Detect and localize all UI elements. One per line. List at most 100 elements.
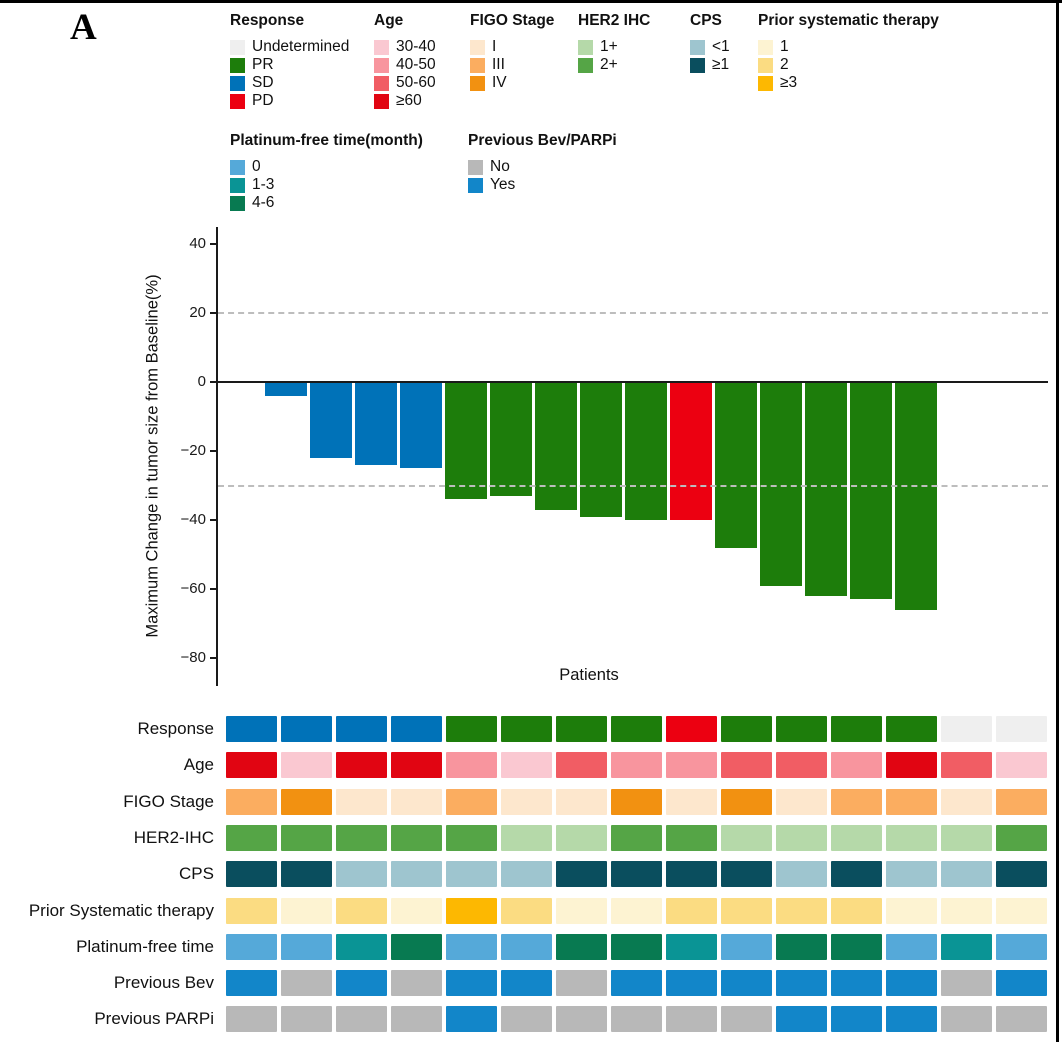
legend-title: Prior systematic therapy (758, 12, 939, 29)
reference-line (218, 312, 1048, 314)
legend-swatch-yes_blue (468, 177, 483, 193)
heatmap-cell (281, 716, 332, 742)
heatmap-cell (556, 825, 607, 851)
legend-swatch-prior_ge3 (758, 75, 773, 91)
heatmap-cell (556, 716, 607, 742)
heatmap-cell (776, 898, 827, 924)
heatmap-cell (996, 789, 1047, 815)
legend-item-label: 2+ (600, 56, 618, 73)
legend-item-label: 40-50 (396, 56, 436, 73)
legend-swatch-plat_4_6 (230, 195, 245, 211)
heatmap-cell (446, 752, 497, 778)
waterfall-bar (850, 382, 892, 600)
legend-swatch-figo_iii (470, 57, 485, 73)
heatmap-cell (611, 1006, 662, 1032)
legend-swatch-age_40_50 (374, 57, 389, 73)
heatmap-cell (501, 716, 552, 742)
legend-item: <1 (690, 38, 730, 56)
legend-swatch-prior_2 (758, 57, 773, 73)
legend-swatch-her2_2plus (578, 57, 593, 73)
heatmap-cell (391, 789, 442, 815)
legend-item: ≥1 (690, 56, 730, 74)
heatmap-cell (941, 752, 992, 778)
heatmap-cell (446, 898, 497, 924)
heatmap-cell (996, 825, 1047, 851)
heatmap-cell (941, 789, 992, 815)
legend-group: Previous Bev/PARPi No Yes (468, 132, 617, 194)
legend-group: Prior systematic therapy 1 2 ≥3 (758, 12, 939, 92)
heatmap-cell (666, 752, 717, 778)
y-tick (210, 450, 217, 452)
legend-item: I (470, 38, 554, 56)
heatmap-cell (776, 970, 827, 996)
legend-item-label: <1 (712, 38, 730, 55)
heatmap-cell (996, 752, 1047, 778)
legend-item-label: I (492, 38, 497, 55)
legend-title: CPS (690, 12, 722, 29)
legend-item: 30-40 (374, 38, 436, 56)
heatmap-cell (446, 716, 497, 742)
waterfall-bar (490, 382, 532, 496)
heatmap-cell (776, 861, 827, 887)
heatmap-cell (501, 861, 552, 887)
legend-item-label: IV (492, 74, 507, 91)
waterfall-bar (445, 382, 487, 500)
y-tick-label: −20 (180, 442, 206, 459)
heatmap-cell (831, 752, 882, 778)
waterfall-bar (760, 382, 802, 586)
heatmap-cell (721, 752, 772, 778)
heatmap-cell (776, 716, 827, 742)
heatmap-cell (611, 934, 662, 960)
legend-swatch-cps_ge1 (690, 57, 705, 73)
heatmap-cell (886, 752, 937, 778)
heatmap-cell (666, 861, 717, 887)
y-tick-label: 40 (189, 235, 206, 252)
legend-swatch-pr_green (230, 57, 245, 73)
legend-swatch-pd_red (230, 93, 245, 109)
legend-item-label: 30-40 (396, 38, 436, 55)
legend-swatch-age_30_40 (374, 39, 389, 55)
heatmap-row-label: Age (183, 755, 214, 774)
heatmap-cell (391, 825, 442, 851)
y-tick-label: −40 (180, 511, 206, 528)
y-tick-label: 20 (189, 304, 206, 321)
waterfall-bar (625, 382, 667, 520)
legend-item-label: ≥1 (712, 56, 730, 73)
legend-item-label: Undetermined (252, 38, 350, 55)
heatmap-cell (996, 1006, 1047, 1032)
legend-item: 40-50 (374, 56, 436, 74)
heatmap-cell (666, 1006, 717, 1032)
legend-item-label: 4-6 (252, 194, 275, 211)
heatmap-row-label: FIGO Stage (123, 792, 214, 811)
heatmap-cell (556, 861, 607, 887)
heatmap-cell (391, 970, 442, 996)
heatmap-cell (941, 934, 992, 960)
figure-border-right (1056, 0, 1059, 1042)
heatmap-cell (281, 789, 332, 815)
heatmap-cell (501, 825, 552, 851)
legend-item-label: PD (252, 92, 274, 109)
heatmap-cell (721, 825, 772, 851)
heatmap-cell (226, 898, 277, 924)
heatmap-cell (556, 934, 607, 960)
legend-swatch-figo_i (470, 39, 485, 55)
heatmap-cell (721, 861, 772, 887)
heatmap-cell (556, 970, 607, 996)
heatmap-cell (611, 716, 662, 742)
heatmap-cell (886, 861, 937, 887)
heatmap-cell (226, 1006, 277, 1032)
legend-swatch-her2_1plus (578, 39, 593, 55)
legend-item-label: III (492, 56, 505, 73)
heatmap-cell (666, 898, 717, 924)
legend-item-label: 50-60 (396, 74, 436, 91)
heatmap-cell (886, 1006, 937, 1032)
y-tick (210, 312, 217, 314)
heatmap-cell (611, 825, 662, 851)
heatmap-cell (226, 825, 277, 851)
legend-item: Yes (468, 176, 617, 194)
y-axis-line (216, 227, 218, 686)
heatmap-cell (886, 825, 937, 851)
heatmap-cell (886, 898, 937, 924)
heatmap-cell (501, 898, 552, 924)
heatmap-cell (556, 789, 607, 815)
